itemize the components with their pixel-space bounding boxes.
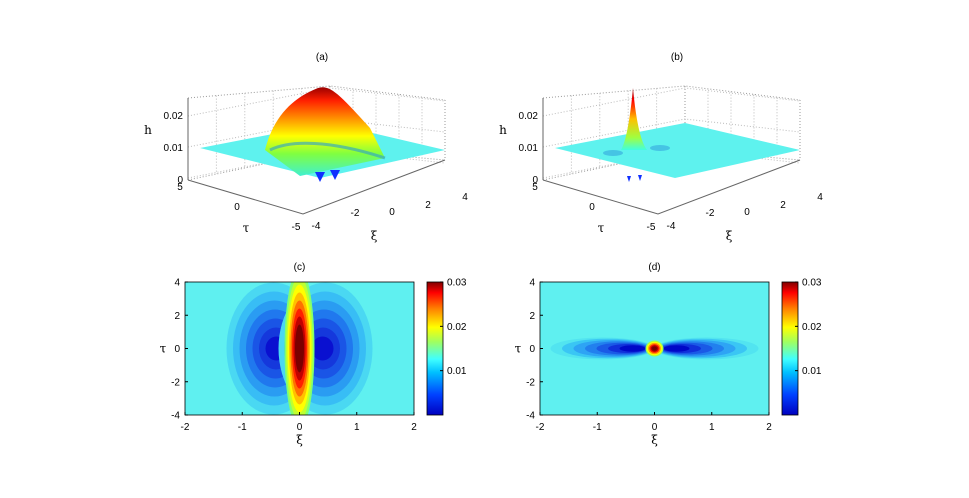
y-tick-label: -5 [647, 222, 656, 233]
y-tick-label: 5 [532, 182, 538, 193]
y-axis-label: τ [243, 221, 250, 235]
grid-line [187, 87, 446, 117]
x-tick-label: -1 [593, 422, 602, 433]
heatmap-area [540, 282, 769, 415]
y-axis-label: τ [515, 342, 522, 356]
x-tick-label: 0 [744, 207, 750, 218]
x-tick-label: -2 [536, 422, 545, 433]
surface-dip [315, 170, 340, 182]
grid-line [542, 85, 801, 101]
surface-spike [621, 88, 647, 150]
surface-dip [650, 145, 670, 151]
y-axis-label: τ [598, 221, 605, 235]
y-tick-label: -5 [292, 222, 301, 233]
colorbar-tick-label: 0.03 [802, 278, 822, 289]
colorbar-tick-label: 0.01 [802, 366, 822, 377]
surface-trough [269, 141, 386, 160]
x-axis-label: ξ [726, 229, 733, 243]
axis-line [187, 159, 446, 215]
y-tick-label: -4 [526, 411, 535, 422]
y-tick-label: 0 [174, 344, 180, 355]
panel-title: (d) [648, 262, 660, 273]
x-tick-label: 2 [425, 200, 431, 211]
panel-title: (b) [671, 52, 683, 63]
surface-ridge [265, 87, 385, 176]
y-tick-label: 2 [529, 311, 535, 322]
y-tick-label: -2 [171, 377, 180, 388]
z-tick-label: 0 [532, 175, 538, 186]
contour-peak [652, 346, 657, 351]
x-tick-label: 4 [462, 192, 468, 203]
x-tick-label: 2 [411, 422, 417, 433]
contour-lobe [311, 336, 334, 361]
heatmap-area [185, 282, 414, 415]
x-tick-label: 0 [389, 207, 395, 218]
panel-title: (c) [294, 262, 306, 273]
y-tick-label: 0 [529, 344, 535, 355]
y-tick-label: -4 [171, 411, 180, 422]
x-axis-label: ξ [296, 433, 303, 447]
surface-sheet [555, 123, 800, 178]
x-tick-label: -1 [238, 422, 247, 433]
y-tick-label: 0 [234, 202, 240, 213]
contour-lobe [663, 345, 690, 352]
z-tick-label: 0.01 [164, 143, 184, 154]
colorbar [781, 281, 799, 416]
grid-line [542, 118, 801, 148]
surface-dip [627, 175, 642, 182]
grid-line [187, 85, 446, 101]
x-tick-label: -2 [181, 422, 190, 433]
x-axis-label: ξ [651, 433, 658, 447]
x-tick-label: -2 [351, 208, 360, 219]
axis-line [542, 159, 801, 215]
x-tick-label: 1 [354, 422, 360, 433]
z-tick-label: 0 [177, 175, 183, 186]
panel-title: (a) [316, 52, 328, 63]
y-tick-label: 5 [177, 182, 183, 193]
y-tick-label: 4 [174, 278, 180, 289]
x-tick-label: 0 [297, 422, 303, 433]
x-tick-label: -4 [312, 221, 321, 232]
y-tick-label: 2 [174, 311, 180, 322]
x-tick-label: -4 [667, 221, 676, 232]
colorbar-tick-label: 0.03 [447, 278, 467, 289]
x-tick-label: 1 [709, 422, 715, 433]
surface-dip [603, 150, 623, 156]
colorbar-tick-label: 0.01 [447, 366, 467, 377]
colorbar-tick-label: 0.02 [447, 322, 467, 333]
x-tick-label: 2 [766, 422, 772, 433]
z-axis-label: h [144, 123, 152, 137]
colorbar [426, 281, 444, 416]
y-tick-label: 4 [529, 278, 535, 289]
z-tick-label: 0.02 [519, 111, 539, 122]
x-tick-label: 4 [817, 192, 823, 203]
x-tick-label: 0 [652, 422, 658, 433]
contour-ridge [295, 324, 304, 373]
z-axis-label: h [499, 123, 507, 137]
z-tick-label: 0.01 [519, 143, 539, 154]
y-tick-label: -2 [526, 377, 535, 388]
z-tick-label: 0.02 [164, 111, 184, 122]
grid-line [542, 87, 801, 117]
x-axis-label: ξ [371, 229, 378, 243]
contour-lobe [619, 345, 646, 352]
y-tick-label: 0 [589, 202, 595, 213]
colorbar-tick-label: 0.02 [802, 322, 822, 333]
y-axis-label: τ [160, 342, 167, 356]
x-tick-label: -2 [706, 208, 715, 219]
x-tick-label: 2 [780, 200, 786, 211]
